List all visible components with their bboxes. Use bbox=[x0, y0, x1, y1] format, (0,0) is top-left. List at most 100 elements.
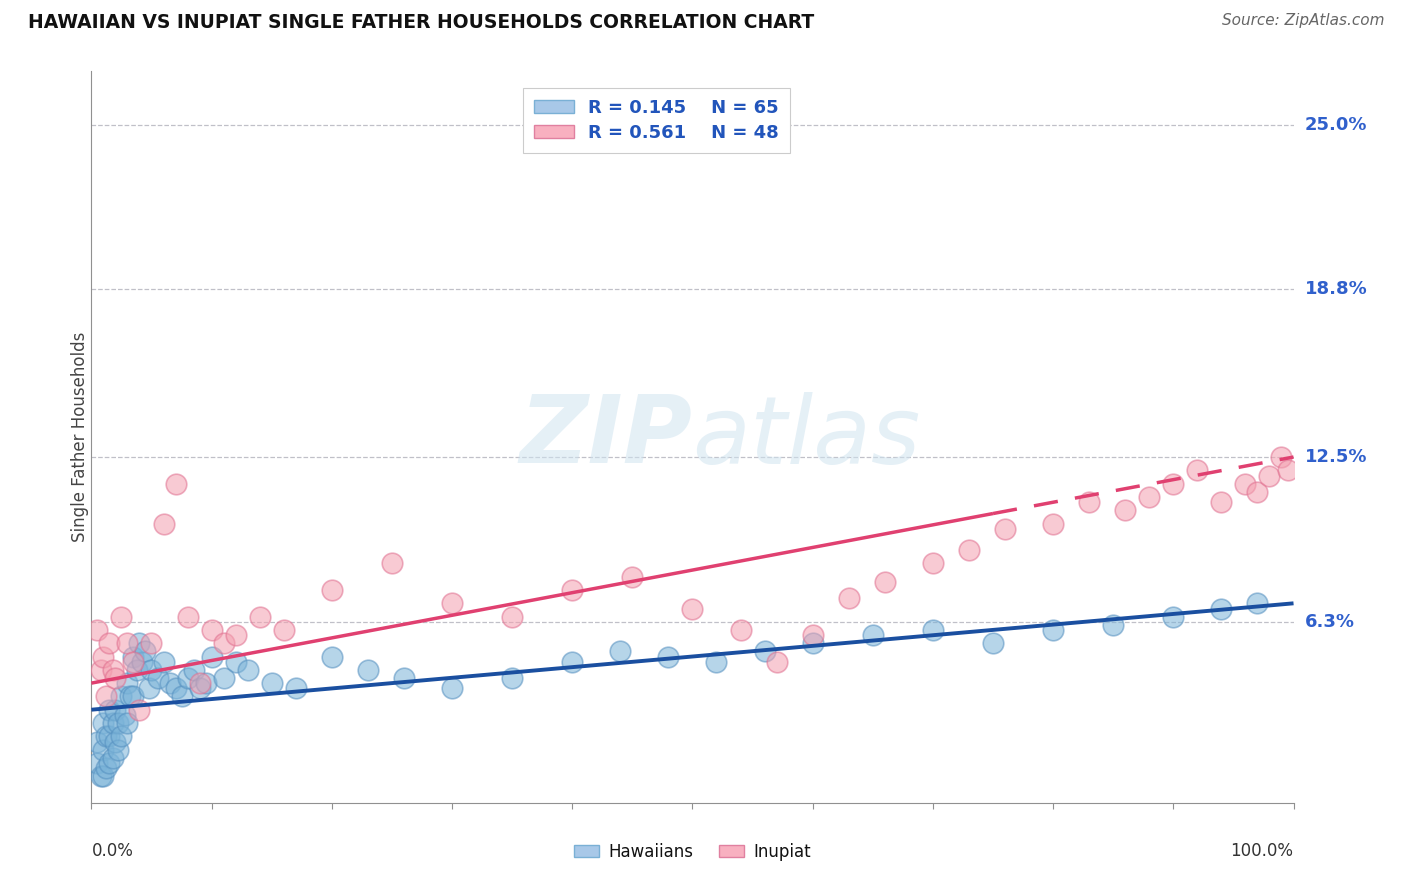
Point bbox=[657, 649, 679, 664]
Text: 12.5%: 12.5% bbox=[1305, 448, 1367, 466]
Point bbox=[994, 522, 1017, 536]
Point bbox=[122, 649, 145, 664]
Point bbox=[104, 671, 127, 685]
Point bbox=[94, 729, 117, 743]
Point bbox=[110, 609, 132, 624]
Point bbox=[94, 690, 117, 704]
Point bbox=[86, 734, 108, 748]
Point bbox=[141, 663, 163, 677]
Text: atlas: atlas bbox=[692, 392, 921, 483]
Point bbox=[706, 655, 728, 669]
Point bbox=[273, 623, 295, 637]
Point bbox=[110, 729, 132, 743]
Point bbox=[152, 516, 174, 531]
Point bbox=[122, 690, 145, 704]
Point bbox=[128, 703, 150, 717]
Point bbox=[93, 649, 115, 664]
Point bbox=[1246, 484, 1268, 499]
Point bbox=[1277, 463, 1299, 477]
Point bbox=[838, 591, 860, 605]
Text: 18.8%: 18.8% bbox=[1305, 280, 1368, 299]
Point bbox=[392, 671, 415, 685]
Point bbox=[621, 570, 644, 584]
Point bbox=[183, 663, 205, 677]
Text: 25.0%: 25.0% bbox=[1305, 116, 1367, 134]
Point bbox=[90, 663, 112, 677]
Point bbox=[1234, 476, 1257, 491]
Point bbox=[101, 750, 124, 764]
Point bbox=[1187, 463, 1209, 477]
Point bbox=[249, 609, 271, 624]
Point bbox=[159, 676, 181, 690]
Point bbox=[1270, 450, 1292, 464]
Point bbox=[957, 543, 980, 558]
Point bbox=[1137, 490, 1160, 504]
Point bbox=[754, 644, 776, 658]
Point bbox=[110, 690, 132, 704]
Y-axis label: Single Father Households: Single Father Households bbox=[72, 332, 89, 542]
Point bbox=[118, 690, 141, 704]
Point bbox=[117, 636, 139, 650]
Point bbox=[90, 769, 112, 783]
Point bbox=[86, 756, 108, 770]
Point bbox=[873, 575, 896, 590]
Point bbox=[201, 623, 224, 637]
Point bbox=[922, 623, 945, 637]
Point bbox=[730, 623, 752, 637]
Point bbox=[1102, 617, 1125, 632]
Point bbox=[1161, 476, 1184, 491]
Point bbox=[188, 681, 211, 696]
Point bbox=[101, 663, 124, 677]
Point bbox=[357, 663, 380, 677]
Point bbox=[561, 655, 583, 669]
Point bbox=[93, 716, 115, 731]
Point bbox=[501, 671, 523, 685]
Point bbox=[98, 756, 121, 770]
Point bbox=[1042, 516, 1064, 531]
Text: 0.0%: 0.0% bbox=[91, 842, 134, 860]
Point bbox=[165, 681, 187, 696]
Point bbox=[146, 671, 169, 685]
Point bbox=[225, 628, 247, 642]
Point bbox=[94, 761, 117, 775]
Point bbox=[765, 655, 787, 669]
Point bbox=[922, 557, 945, 571]
Text: ZIP: ZIP bbox=[520, 391, 692, 483]
Point bbox=[440, 596, 463, 610]
Point bbox=[1211, 495, 1233, 509]
Point bbox=[117, 676, 139, 690]
Point bbox=[86, 623, 108, 637]
Point bbox=[284, 681, 307, 696]
Point bbox=[93, 742, 115, 756]
Text: HAWAIIAN VS INUPIAT SINGLE FATHER HOUSEHOLDS CORRELATION CHART: HAWAIIAN VS INUPIAT SINGLE FATHER HOUSEH… bbox=[28, 13, 814, 32]
Point bbox=[260, 676, 283, 690]
Point bbox=[801, 636, 824, 650]
Point bbox=[188, 676, 211, 690]
Point bbox=[236, 663, 259, 677]
Point bbox=[170, 690, 193, 704]
Point bbox=[321, 582, 343, 597]
Point bbox=[1246, 596, 1268, 610]
Point bbox=[104, 703, 127, 717]
Point bbox=[381, 557, 404, 571]
Point bbox=[1211, 601, 1233, 615]
Point bbox=[1042, 623, 1064, 637]
Point bbox=[98, 703, 121, 717]
Point bbox=[681, 601, 703, 615]
Point bbox=[201, 649, 224, 664]
Point bbox=[1161, 609, 1184, 624]
Point bbox=[321, 649, 343, 664]
Point bbox=[107, 742, 129, 756]
Point bbox=[141, 636, 163, 650]
Point bbox=[1078, 495, 1101, 509]
Point bbox=[1258, 468, 1281, 483]
Point bbox=[165, 476, 187, 491]
Point bbox=[128, 636, 150, 650]
Point bbox=[501, 609, 523, 624]
Text: Source: ZipAtlas.com: Source: ZipAtlas.com bbox=[1222, 13, 1385, 29]
Point bbox=[1114, 503, 1136, 517]
Point bbox=[225, 655, 247, 669]
Text: 100.0%: 100.0% bbox=[1230, 842, 1294, 860]
Point bbox=[212, 671, 235, 685]
Point bbox=[212, 636, 235, 650]
